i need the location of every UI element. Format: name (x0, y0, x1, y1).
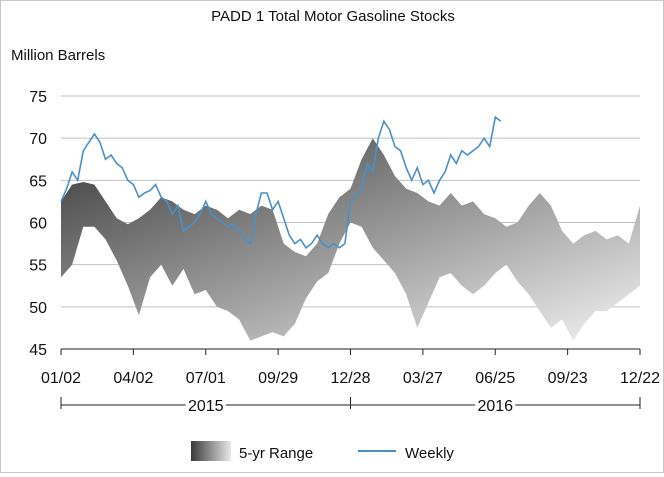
legend-label-range: 5-yr Range (239, 445, 313, 462)
x-tick-label: 03/27 (403, 370, 443, 387)
x-tick-label: 06/25 (475, 370, 515, 387)
legend: 5-yr Range Weekly (191, 441, 454, 462)
y-tick-label: 60 (29, 216, 47, 233)
y-tick-label: 75 (29, 89, 47, 106)
y-tick-label: 45 (29, 342, 47, 359)
y-axis-ticks: 45 50 55 60 65 70 75 (29, 89, 47, 359)
y-tick-label: 50 (29, 300, 47, 317)
y-tick-label: 70 (29, 131, 47, 148)
x-tick-label: 07/01 (186, 370, 226, 387)
chart-title: PADD 1 Total Motor Gasoline Stocks (211, 8, 455, 25)
legend-swatch-range (191, 441, 231, 461)
y-tick-label: 65 (29, 173, 47, 190)
weekly-series-line (60, 115, 502, 249)
y-axis-label: Million Barrels (11, 47, 105, 64)
year-label-bg (185, 395, 226, 415)
year-label: 2015 (188, 398, 224, 415)
x-axis: 01/02 04/02 07/01 09/29 12/28 03/27 06/25 09/23… (41, 348, 660, 387)
x-tick-label: 01/02 (41, 370, 81, 387)
five-year-range-area (61, 138, 640, 341)
year-axis: 2015 2016 (60, 395, 641, 415)
x-tick-label: 09/23 (548, 370, 588, 387)
legend-label-weekly: Weekly (405, 445, 454, 462)
x-tick-label: 09/29 (258, 370, 298, 387)
x-tick-label: 12/28 (330, 370, 370, 387)
y-tick-label: 55 (29, 258, 47, 275)
x-tick-label: 12/22 (620, 370, 660, 387)
x-tick-label: 04/02 (113, 370, 153, 387)
year-label: 2016 (477, 398, 513, 415)
year-label-bg (475, 395, 516, 415)
